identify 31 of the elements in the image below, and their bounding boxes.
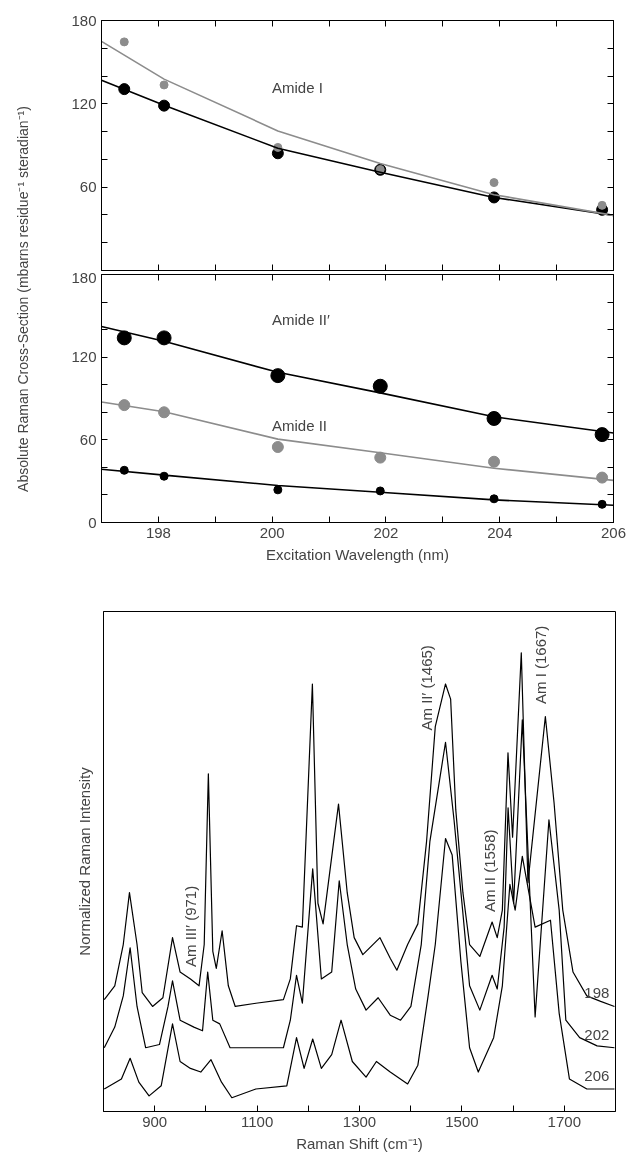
annotation: Amide II′ bbox=[272, 310, 331, 328]
y-axis-title: Normalized Raman Intensity bbox=[75, 766, 93, 956]
x-tick-label: 900 bbox=[142, 1112, 168, 1130]
y-tick-label: 180 bbox=[71, 11, 97, 29]
y-tick-label: 120 bbox=[71, 348, 97, 366]
x-tick-label: 200 bbox=[259, 523, 285, 541]
x-tick-label: 1700 bbox=[547, 1112, 581, 1130]
annotation: Amide I bbox=[272, 78, 323, 96]
x-axis-title: Excitation Wavelength (nm) bbox=[266, 545, 449, 563]
x-tick-label: 204 bbox=[487, 523, 513, 541]
series-label: 206 bbox=[584, 1067, 610, 1085]
x-tick-label: 198 bbox=[145, 523, 171, 541]
y-tick-label: 60 bbox=[79, 178, 97, 196]
y-tick-label: 180 bbox=[71, 268, 97, 286]
series-label: 202 bbox=[584, 1025, 610, 1043]
series-label: 198 bbox=[584, 984, 610, 1002]
y-tick-label: 0 bbox=[88, 513, 97, 531]
x-tick-label: 1300 bbox=[342, 1112, 377, 1130]
annotation: Am III′ (971) bbox=[182, 885, 200, 967]
x-axis-title: Raman Shift (cm⁻¹) bbox=[296, 1134, 423, 1152]
y-tick-label: 120 bbox=[71, 94, 97, 112]
annotation: Am II′ (1465) bbox=[418, 645, 436, 731]
x-tick-label: 1100 bbox=[240, 1112, 274, 1130]
x-tick-label: 202 bbox=[373, 523, 399, 541]
annotation: Am I (1667) bbox=[531, 625, 549, 704]
y-tick-label: 60 bbox=[79, 430, 97, 448]
y-axis-title: Absolute Raman Cross-Section (mbarns residue⁻¹ steradian⁻¹) bbox=[14, 106, 31, 492]
x-tick-label: 206 bbox=[600, 523, 627, 541]
x-tick-label: 1500 bbox=[445, 1112, 479, 1130]
annotation: Am II (1558) bbox=[481, 829, 499, 912]
annotation: Amide II bbox=[272, 417, 328, 435]
